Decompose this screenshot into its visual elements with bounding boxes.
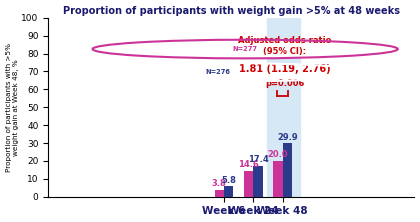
Text: 14.6: 14.6	[238, 160, 259, 169]
Text: 29.9: 29.9	[277, 133, 298, 142]
Text: (95% CI):: (95% CI):	[263, 47, 306, 56]
Bar	[268, 18, 300, 197]
Text: BIC/FTC/TAF: BIC/FTC/TAF	[201, 68, 262, 77]
Circle shape	[92, 40, 398, 58]
FancyBboxPatch shape	[186, 63, 268, 82]
Text: N=276: N=276	[205, 69, 230, 75]
Text: 1.81 (1.19, 2.76): 1.81 (1.19, 2.76)	[239, 64, 331, 74]
Bar	[224, 186, 234, 197]
Text: 20.0: 20.0	[268, 151, 289, 159]
Bar	[215, 190, 224, 197]
Title: Proportion of participants with weight gain >5% at 48 weeks: Proportion of participants with weight g…	[63, 6, 400, 16]
Y-axis label: Proportion of participants with >5%
weight gain at Week 48, %: Proportion of participants with >5% weig…	[5, 43, 18, 172]
Text: p=0.006: p=0.006	[265, 79, 304, 88]
Bar	[244, 170, 253, 197]
Text: 3.8: 3.8	[212, 180, 227, 188]
Bar	[253, 166, 263, 197]
Text: 5.8: 5.8	[221, 176, 236, 185]
FancyBboxPatch shape	[186, 40, 268, 59]
Text: N=277: N=277	[233, 46, 258, 52]
Circle shape	[65, 63, 370, 82]
Text: DTG/3TC: DTG/3TC	[205, 45, 249, 54]
Text: Adjusted odds ratio: Adjusted odds ratio	[238, 36, 331, 45]
Bar	[273, 161, 283, 197]
Bar	[283, 143, 292, 197]
Text: 17.4: 17.4	[248, 155, 268, 164]
